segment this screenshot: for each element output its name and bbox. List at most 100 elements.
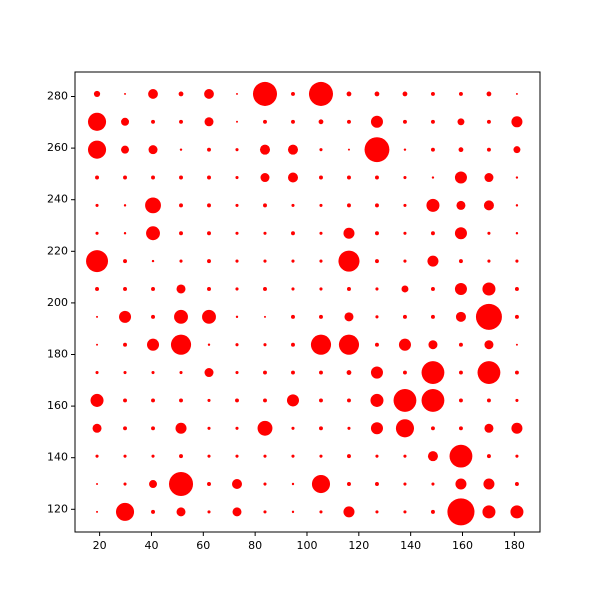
bubble bbox=[319, 510, 323, 514]
bubble bbox=[458, 147, 464, 153]
bubble bbox=[426, 198, 440, 212]
bubble bbox=[447, 498, 475, 526]
bubble bbox=[402, 119, 407, 124]
bubble bbox=[235, 259, 239, 263]
bubble bbox=[430, 91, 435, 96]
bubble bbox=[308, 81, 334, 106]
bubble bbox=[146, 226, 160, 241]
bubble bbox=[263, 454, 267, 458]
bubble bbox=[482, 282, 496, 296]
bubble bbox=[431, 482, 435, 486]
bubble bbox=[484, 173, 494, 183]
bubble bbox=[235, 231, 239, 235]
x-tick-label: 40 bbox=[144, 539, 158, 552]
bubble bbox=[291, 231, 295, 236]
bubble bbox=[402, 370, 407, 375]
bubble bbox=[486, 398, 491, 403]
bubble bbox=[428, 340, 438, 350]
bubble bbox=[458, 259, 463, 264]
bubble bbox=[477, 361, 501, 384]
bubble bbox=[235, 315, 239, 319]
bubble bbox=[402, 314, 407, 319]
bubble bbox=[207, 259, 211, 264]
bubble bbox=[90, 393, 104, 407]
bubble bbox=[291, 314, 295, 319]
bubble bbox=[457, 118, 465, 126]
bubble bbox=[375, 203, 379, 208]
bubble bbox=[179, 175, 183, 180]
bubble bbox=[207, 231, 211, 236]
bubble bbox=[115, 502, 135, 521]
bubble bbox=[403, 148, 407, 151]
bubble bbox=[92, 423, 102, 433]
bubble bbox=[515, 204, 519, 207]
y-tick-label: 200 bbox=[47, 296, 68, 309]
bubble bbox=[236, 120, 238, 123]
bubble bbox=[263, 287, 267, 291]
bubble bbox=[515, 92, 518, 95]
bubble bbox=[514, 370, 519, 375]
bubble bbox=[430, 231, 435, 236]
bubble bbox=[235, 426, 239, 430]
x-tick-label: 140 bbox=[400, 539, 421, 552]
bubble bbox=[319, 314, 323, 319]
bubble bbox=[235, 343, 239, 347]
bubble bbox=[319, 231, 323, 235]
y-tick-label: 280 bbox=[47, 90, 68, 103]
bubble bbox=[151, 287, 155, 291]
bubble bbox=[147, 338, 160, 351]
bubble bbox=[318, 119, 324, 125]
y-tick-label: 160 bbox=[47, 399, 68, 412]
bubble bbox=[176, 507, 186, 517]
bubble bbox=[123, 232, 127, 235]
bubble bbox=[291, 454, 295, 458]
bubble bbox=[456, 200, 466, 210]
bubble bbox=[236, 92, 238, 95]
bubble bbox=[375, 510, 379, 514]
bubble bbox=[375, 454, 379, 458]
x-tick-label: 160 bbox=[452, 539, 473, 552]
bubble bbox=[178, 91, 184, 97]
bubble bbox=[338, 334, 360, 355]
bubble bbox=[179, 454, 183, 459]
bubble bbox=[179, 203, 183, 208]
bubble bbox=[319, 287, 323, 291]
bubble bbox=[346, 91, 352, 97]
bubble bbox=[370, 115, 383, 128]
y-tick-label: 240 bbox=[47, 193, 68, 206]
bubble bbox=[96, 343, 99, 346]
bubble bbox=[207, 287, 211, 291]
bubble bbox=[235, 203, 239, 207]
bubble bbox=[319, 370, 323, 375]
bubble bbox=[259, 144, 270, 155]
bubble bbox=[148, 89, 158, 99]
bubble bbox=[96, 483, 99, 485]
bubble bbox=[204, 368, 214, 378]
bubble bbox=[370, 422, 383, 435]
bubble bbox=[421, 389, 445, 412]
bubble bbox=[148, 145, 158, 155]
bubble bbox=[319, 175, 323, 180]
bubble bbox=[207, 454, 211, 458]
y-tick-label: 220 bbox=[47, 244, 68, 257]
bubble bbox=[263, 510, 267, 514]
bubble bbox=[458, 398, 463, 403]
bubble bbox=[319, 454, 323, 458]
bubble bbox=[515, 176, 519, 179]
bubble bbox=[263, 231, 267, 235]
bubble bbox=[484, 423, 494, 433]
bubble bbox=[375, 231, 379, 236]
bubble bbox=[235, 371, 239, 375]
bubble bbox=[403, 203, 407, 207]
bubble bbox=[375, 175, 379, 180]
bubble bbox=[458, 91, 463, 96]
bubble bbox=[260, 173, 270, 183]
bubble bbox=[151, 371, 155, 375]
bubble bbox=[176, 284, 186, 294]
bubble bbox=[123, 482, 127, 486]
bubble bbox=[319, 259, 323, 263]
bubble bbox=[291, 342, 295, 347]
bubble bbox=[291, 370, 295, 375]
bubble bbox=[95, 371, 99, 375]
bubble bbox=[487, 259, 491, 263]
